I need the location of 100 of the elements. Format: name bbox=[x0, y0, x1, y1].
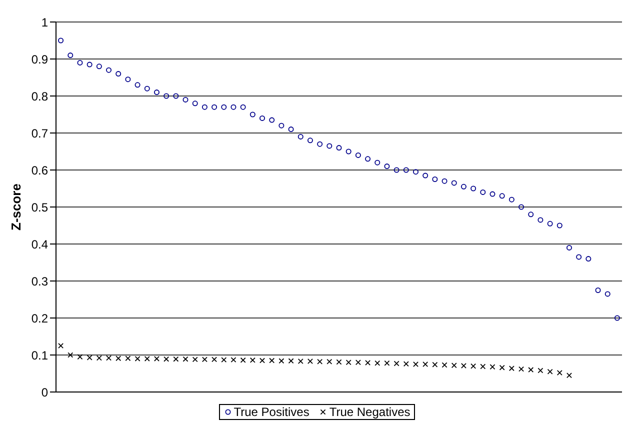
point bbox=[355, 152, 361, 158]
point bbox=[432, 362, 438, 368]
y-tick-label: 0.2 bbox=[31, 311, 48, 326]
y-tick-label: 0 bbox=[41, 385, 48, 400]
point bbox=[221, 357, 227, 363]
y-tick-label: 0.4 bbox=[31, 237, 48, 252]
point bbox=[403, 167, 409, 173]
y-tick-label: 0.5 bbox=[31, 200, 48, 214]
point bbox=[58, 343, 64, 348]
point bbox=[278, 358, 284, 364]
point bbox=[394, 167, 400, 173]
point bbox=[538, 368, 544, 374]
point bbox=[86, 62, 92, 68]
point bbox=[490, 191, 496, 197]
point bbox=[384, 164, 390, 170]
point bbox=[68, 52, 74, 58]
point bbox=[451, 362, 457, 368]
point bbox=[499, 364, 505, 370]
point bbox=[230, 104, 236, 110]
point bbox=[125, 76, 131, 82]
point bbox=[480, 189, 486, 195]
y-tick-label: 0.1 bbox=[31, 348, 48, 362]
point bbox=[528, 212, 534, 218]
point bbox=[182, 96, 188, 102]
point bbox=[96, 355, 102, 361]
point bbox=[508, 196, 514, 202]
point bbox=[202, 356, 208, 362]
point bbox=[250, 357, 256, 363]
point bbox=[490, 364, 496, 370]
point bbox=[212, 104, 218, 110]
point bbox=[125, 356, 131, 362]
point bbox=[412, 169, 418, 175]
point bbox=[508, 366, 514, 372]
point bbox=[346, 360, 352, 366]
point bbox=[307, 138, 313, 144]
point bbox=[164, 93, 170, 99]
point bbox=[586, 256, 592, 262]
y-tick-label: 0.3 bbox=[31, 274, 48, 288]
point bbox=[480, 364, 486, 370]
point bbox=[144, 356, 150, 362]
point bbox=[240, 104, 246, 110]
point bbox=[260, 358, 266, 364]
point bbox=[547, 220, 553, 226]
legend-label: True Negatives bbox=[329, 405, 410, 419]
point bbox=[212, 356, 218, 362]
point bbox=[288, 358, 294, 364]
point bbox=[374, 160, 380, 166]
point bbox=[134, 356, 140, 362]
point bbox=[77, 60, 83, 66]
point bbox=[374, 360, 380, 366]
point bbox=[566, 372, 572, 378]
point bbox=[470, 363, 476, 369]
point bbox=[182, 356, 188, 362]
point bbox=[470, 186, 476, 192]
point bbox=[442, 362, 448, 368]
point bbox=[518, 366, 524, 372]
point bbox=[116, 71, 122, 77]
point bbox=[154, 90, 160, 96]
point bbox=[250, 112, 256, 118]
point bbox=[365, 156, 371, 162]
point bbox=[499, 193, 505, 199]
point bbox=[432, 176, 438, 182]
y-tick-label: 0.6 bbox=[31, 163, 48, 178]
point bbox=[86, 354, 92, 360]
point bbox=[442, 178, 448, 184]
point bbox=[451, 180, 457, 186]
point bbox=[154, 356, 160, 362]
point bbox=[221, 104, 227, 110]
point bbox=[192, 356, 198, 362]
point bbox=[202, 104, 208, 110]
point bbox=[566, 244, 572, 250]
point bbox=[173, 93, 179, 99]
legend-label: True Positives bbox=[234, 405, 310, 419]
point bbox=[355, 360, 361, 366]
point bbox=[460, 362, 466, 368]
point bbox=[192, 100, 198, 106]
point bbox=[278, 122, 284, 128]
point bbox=[298, 134, 304, 140]
point bbox=[106, 67, 112, 73]
point bbox=[422, 172, 428, 178]
point bbox=[164, 356, 170, 362]
y-tick-label: 0.7 bbox=[31, 126, 48, 140]
y-axis-title: Z-score bbox=[8, 184, 24, 230]
point bbox=[412, 362, 418, 367]
point bbox=[547, 368, 553, 374]
point bbox=[260, 115, 266, 121]
point bbox=[77, 354, 83, 360]
point bbox=[422, 362, 428, 367]
point bbox=[326, 143, 332, 149]
point bbox=[326, 358, 332, 364]
point bbox=[518, 204, 524, 210]
point bbox=[614, 315, 620, 321]
point bbox=[336, 359, 342, 365]
y-tick-label: 0.8 bbox=[31, 89, 48, 104]
point bbox=[403, 361, 409, 367]
point bbox=[576, 254, 582, 260]
point bbox=[336, 145, 342, 151]
point bbox=[269, 117, 275, 123]
point bbox=[58, 38, 64, 44]
point bbox=[365, 360, 371, 366]
